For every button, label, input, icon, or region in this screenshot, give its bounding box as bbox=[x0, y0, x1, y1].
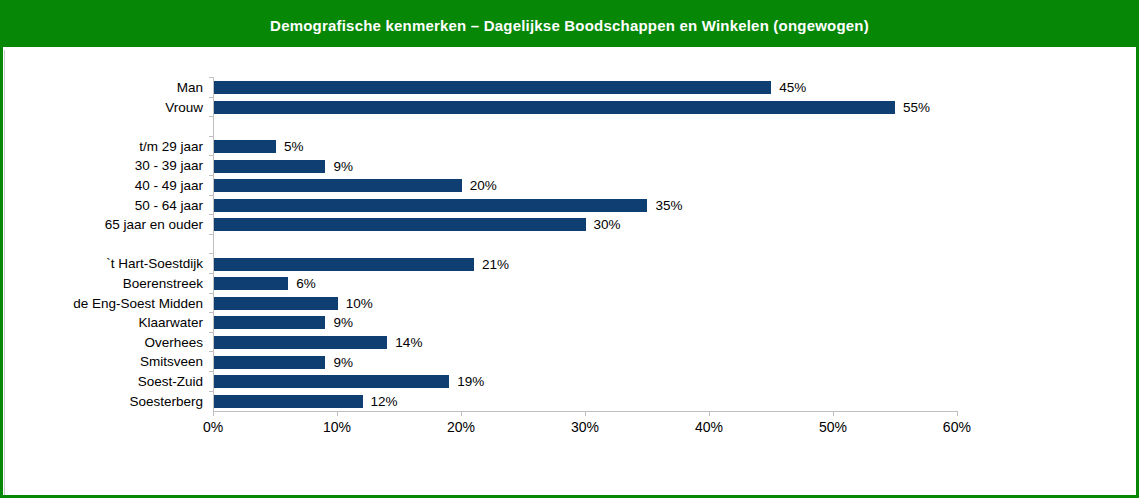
bar bbox=[214, 277, 288, 290]
bar-zone: 45% bbox=[213, 78, 957, 98]
bar bbox=[214, 101, 895, 114]
bar-value-label: 10% bbox=[346, 297, 373, 310]
chart-row: de Eng-Soest Midden 10% bbox=[3, 294, 1136, 314]
group-spacer-row bbox=[3, 235, 1136, 255]
category-label: Man bbox=[3, 78, 213, 98]
bar bbox=[214, 218, 586, 231]
chart-row: Boerenstreek 6% bbox=[3, 274, 1136, 294]
bar bbox=[214, 140, 276, 153]
bar-zone: 9% bbox=[213, 313, 957, 333]
bar-value-label: 45% bbox=[779, 81, 806, 94]
bar bbox=[214, 375, 449, 388]
bar-zone: 35% bbox=[213, 196, 957, 216]
bar-value-label: 9% bbox=[333, 356, 353, 369]
chart-row: Man 45% bbox=[3, 78, 1136, 98]
bar bbox=[214, 356, 325, 369]
chart-row: 65 jaar en ouder 30% bbox=[3, 215, 1136, 235]
bar-value-label: 35% bbox=[655, 199, 682, 212]
x-axis-tick-label: 60% bbox=[943, 419, 971, 435]
bar bbox=[214, 395, 363, 408]
category-label: de Eng-Soest Midden bbox=[3, 294, 213, 314]
x-axis-tick-label: 0% bbox=[203, 419, 223, 435]
category-label: t/m 29 jaar bbox=[3, 137, 213, 157]
x-axis-labels: 0%10%20%30%40%50%60% bbox=[213, 412, 958, 434]
category-label: Overhees bbox=[3, 333, 213, 353]
bar bbox=[214, 336, 387, 349]
chart-row: `t Hart-Soestdijk 21% bbox=[3, 254, 1136, 274]
bar-value-label: 9% bbox=[333, 316, 353, 329]
category-label-empty bbox=[3, 235, 213, 255]
chart-row: 40 - 49 jaar 20% bbox=[3, 176, 1136, 196]
category-label: Soest-Zuid bbox=[3, 372, 213, 392]
category-label: Boerenstreek bbox=[3, 274, 213, 294]
bar-zone: 30% bbox=[213, 215, 957, 235]
x-axis-tick-label: 40% bbox=[695, 419, 723, 435]
category-label: 65 jaar en ouder bbox=[3, 215, 213, 235]
bar-zone-empty bbox=[213, 117, 957, 137]
chart-row: Klaarwater 9% bbox=[3, 313, 1136, 333]
bar-zone: 9% bbox=[213, 352, 957, 372]
chart-row: 30 - 39 jaar 9% bbox=[3, 156, 1136, 176]
bar bbox=[214, 297, 338, 310]
x-axis-tick-label: 20% bbox=[447, 419, 475, 435]
bar-value-label: 14% bbox=[395, 336, 422, 349]
chart-row: t/m 29 jaar 5% bbox=[3, 137, 1136, 157]
category-label: `t Hart-Soestdijk bbox=[3, 254, 213, 274]
chart-row: Vrouw 55% bbox=[3, 98, 1136, 118]
category-label-empty bbox=[3, 117, 213, 137]
group-spacer-row bbox=[3, 117, 1136, 137]
category-label: Soesterberg bbox=[3, 392, 213, 412]
bar-value-label: 5% bbox=[284, 140, 304, 153]
bar-zone: 9% bbox=[213, 156, 957, 176]
category-label: Smitsveen bbox=[3, 352, 213, 372]
category-label: Vrouw bbox=[3, 98, 213, 118]
chart-row: Smitsveen 9% bbox=[3, 352, 1136, 372]
bar-zone-empty bbox=[213, 235, 957, 255]
bar bbox=[214, 160, 325, 173]
bar-zone: 21% bbox=[213, 254, 957, 274]
bar-zone: 5% bbox=[213, 137, 957, 157]
x-axis-tick-label: 10% bbox=[323, 419, 351, 435]
chart-title: Demografische kenmerken – Dagelijkse Boo… bbox=[270, 17, 869, 34]
category-label: 50 - 64 jaar bbox=[3, 196, 213, 216]
chart-row: Overhees 14% bbox=[3, 333, 1136, 353]
bar-zone: 55% bbox=[213, 98, 957, 118]
bar bbox=[214, 258, 474, 271]
bar-zone: 19% bbox=[213, 372, 957, 392]
chart-title-bar: Demografische kenmerken – Dagelijkse Boo… bbox=[3, 3, 1136, 47]
report-page: Demografische kenmerken – Dagelijkse Boo… bbox=[0, 0, 1139, 498]
bar-value-label: 20% bbox=[470, 179, 497, 192]
bar-value-label: 21% bbox=[482, 258, 509, 271]
bar-zone: 10% bbox=[213, 294, 957, 314]
category-label: Klaarwater bbox=[3, 313, 213, 333]
bar-value-label: 9% bbox=[333, 160, 353, 173]
category-label: 40 - 49 jaar bbox=[3, 176, 213, 196]
category-label: 30 - 39 jaar bbox=[3, 156, 213, 176]
bar bbox=[214, 316, 325, 329]
bar-zone: 12% bbox=[213, 392, 957, 412]
bar bbox=[214, 81, 771, 94]
chart-rows: Man 45% Vrouw 55% t/m 29 jaar 5% 30 - 39 jaar 9… bbox=[3, 78, 1136, 411]
bar-value-label: 30% bbox=[594, 218, 621, 231]
bar-zone: 6% bbox=[213, 274, 957, 294]
x-axis-tick-label: 50% bbox=[819, 419, 847, 435]
chart-row: 50 - 64 jaar 35% bbox=[3, 196, 1136, 216]
chart-row: Soesterberg 12% bbox=[3, 392, 1136, 412]
bar-zone: 14% bbox=[213, 333, 957, 353]
chart-row: Soest-Zuid 19% bbox=[3, 372, 1136, 392]
bar-chart: Man 45% Vrouw 55% t/m 29 jaar 5% 30 - 39 jaar 9… bbox=[3, 78, 1136, 434]
bar-value-label: 12% bbox=[371, 395, 398, 408]
bar-value-label: 19% bbox=[457, 375, 484, 388]
bar bbox=[214, 179, 462, 192]
bar-value-label: 55% bbox=[903, 101, 930, 114]
bar-value-label: 6% bbox=[296, 277, 316, 290]
x-axis-tick-label: 30% bbox=[571, 419, 599, 435]
bar bbox=[214, 199, 647, 212]
bar-zone: 20% bbox=[213, 176, 957, 196]
